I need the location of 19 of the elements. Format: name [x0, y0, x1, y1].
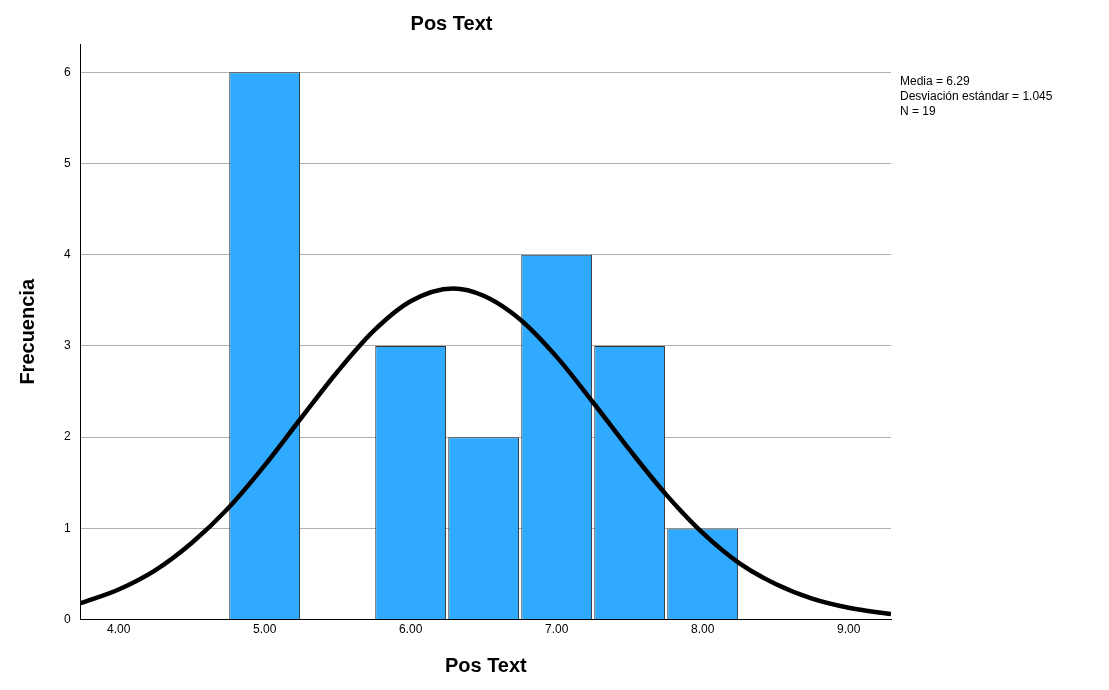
x-tick-label: 6.00: [398, 622, 423, 637]
y-tick-label: 0: [63, 611, 71, 626]
text: Media = 6.29: [900, 74, 971, 89]
y-tick-label: 5: [63, 155, 71, 170]
chart-title: Pos Text: [410, 11, 493, 34]
x-tick-label: 7.00: [544, 622, 569, 637]
y-tick-label: 3: [63, 338, 71, 353]
x-axis-title: Pos Text: [444, 653, 528, 676]
x-tick-label: 5.00: [252, 622, 277, 637]
text: Desviación estándar = 1.045: [900, 89, 1053, 104]
y-tick-label: 2: [63, 429, 71, 444]
y-axis-title: Frecuencia: [15, 278, 38, 385]
x-tick-label: 8.00: [690, 622, 715, 637]
text: N = 19: [900, 104, 937, 119]
y-tick-label: 4: [63, 247, 71, 262]
x-tick-label: 4.00: [106, 622, 131, 637]
y-tick-label: 1: [63, 520, 71, 535]
x-tick-label: 9.00: [836, 622, 861, 637]
y-tick-label: 6: [63, 64, 71, 79]
